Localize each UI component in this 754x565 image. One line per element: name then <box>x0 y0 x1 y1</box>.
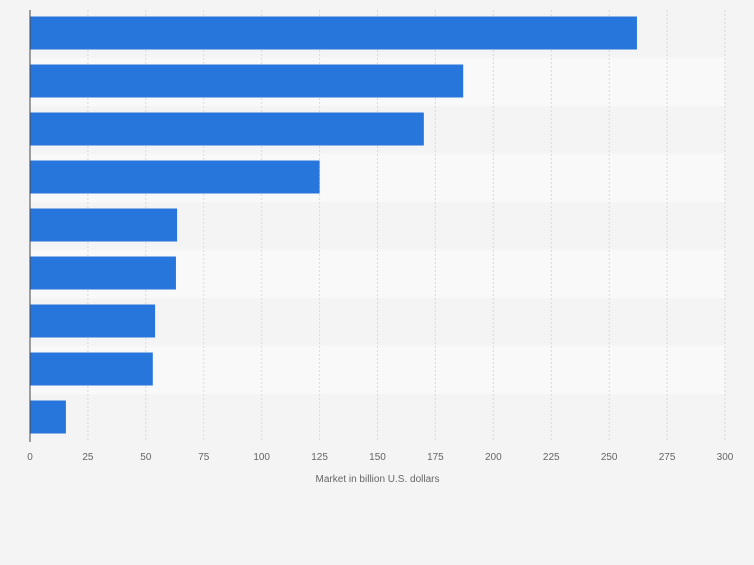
x-tick-label: 175 <box>427 452 444 463</box>
x-tick-labels: 0 25 50 75 100 125 150 175 200 225 250 275 300 <box>27 452 734 463</box>
x-tick-label: 25 <box>82 452 94 463</box>
bar <box>30 400 66 434</box>
x-tick-label: 275 <box>659 452 676 463</box>
bar <box>30 352 153 386</box>
x-tick-label: 300 <box>717 452 734 463</box>
bar <box>30 304 156 338</box>
bar <box>30 16 637 50</box>
bar <box>30 64 464 98</box>
bar <box>30 160 320 194</box>
x-tick-label: 0 <box>27 452 33 463</box>
bars <box>30 16 637 434</box>
x-tick-label: 50 <box>140 452 152 463</box>
x-tick-label: 250 <box>601 452 618 463</box>
bar <box>30 256 176 290</box>
x-tick-label: 150 <box>369 452 386 463</box>
x-tick-label: 100 <box>253 452 270 463</box>
x-axis-label: Market in billion U.S. dollars <box>316 474 440 485</box>
bar <box>30 208 178 242</box>
x-tick-label: 200 <box>485 452 502 463</box>
bar <box>30 112 424 146</box>
x-tick-label: 75 <box>198 452 210 463</box>
x-tick-label: 225 <box>543 452 560 463</box>
x-tick-label: 125 <box>311 452 328 463</box>
